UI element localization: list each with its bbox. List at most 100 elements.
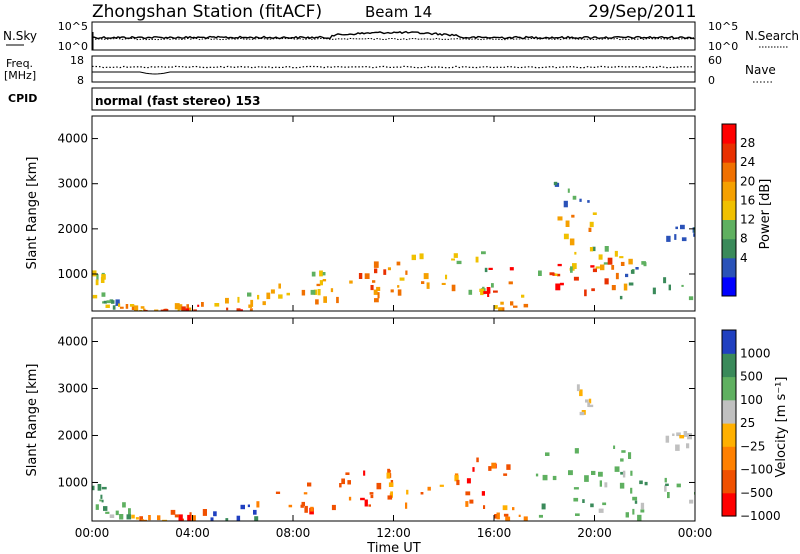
heatmap-cell [604, 482, 608, 488]
heatmap-cell [494, 305, 498, 309]
heatmap-cell [319, 280, 323, 286]
heatmap-cell [498, 307, 503, 311]
heatmap-cell [139, 516, 143, 521]
heatmap-cell [508, 281, 513, 285]
heatmap-cell [97, 484, 102, 491]
heatmap-cell [301, 289, 306, 296]
heatmap-cell [523, 516, 528, 521]
heatmap-cell [249, 308, 253, 311]
power-colorbar-label: Power [dB] [758, 179, 773, 250]
date-label: 29/Sep/2011 [588, 2, 696, 22]
heatmap-cell [676, 483, 681, 488]
heatmap-cell [588, 227, 592, 232]
heatmap-cell [579, 389, 583, 397]
power-ylabel: Slant Range [km] [25, 157, 40, 270]
heatmap-cell [253, 509, 257, 515]
heatmap-cell [225, 297, 229, 304]
heatmap-cell [304, 505, 308, 513]
heatmap-cell [388, 469, 391, 473]
heatmap-cell [619, 295, 623, 300]
heatmap-cell [573, 487, 579, 490]
velocity-colorbar: 1000 500 100 25 −25 −100 −500 −1000 [721, 329, 781, 523]
heatmap-cell [109, 514, 115, 518]
heatmap-cell [387, 495, 393, 500]
heatmap-cell [372, 280, 376, 283]
heatmap-cell [509, 267, 514, 271]
heatmap-cell [119, 306, 124, 309]
heatmap-cell [611, 285, 616, 291]
heatmap-cell [679, 435, 685, 439]
heatmap-cell [178, 514, 183, 521]
time-axis: 00:00 04:00 08:00 12:00 16:00 20:00 00:00 [75, 116, 713, 540]
heatmap-cell [600, 264, 605, 271]
heatmap-cell [689, 499, 694, 504]
heatmap-cell [248, 304, 252, 308]
heatmap-cell [368, 504, 371, 507]
heatmap-cell [554, 182, 560, 187]
colorbar-segment [722, 238, 736, 259]
colorbar-tick-label: 12 [740, 213, 755, 227]
heatmap-cell [663, 277, 667, 284]
heatmap-cell [143, 309, 148, 311]
xtick-label: 04:00 [175, 526, 210, 540]
heatmap-cell [619, 256, 624, 259]
heatmap-cell [96, 274, 99, 281]
heatmap-cell [300, 504, 304, 508]
heatmap-cell [288, 504, 293, 508]
heatmap-cell [602, 502, 607, 506]
heatmap-cell [247, 292, 252, 297]
heatmap-cell [405, 502, 408, 509]
heatmap-cell [512, 507, 515, 511]
heatmap-cell [313, 289, 318, 295]
colorbar-tick-label: 500 [740, 370, 763, 384]
heatmap-cell [92, 485, 95, 491]
heatmap-cell [468, 289, 473, 295]
xtick-label: 00:00 [678, 526, 713, 540]
heatmap-cell [598, 508, 604, 513]
heatmap-cell [472, 467, 475, 472]
heatmap-cell [456, 260, 462, 265]
heatmap-cell [189, 512, 192, 516]
heatmap-cell [270, 289, 275, 294]
heatmap-cell [174, 303, 180, 310]
colorbar-tick-label: −25 [740, 439, 765, 453]
heatmap-cell [567, 188, 570, 193]
heatmap-cell [101, 274, 106, 280]
power-panel: 4000 3000 2000 1000 Slant Range [km] 28 24 20… [25, 115, 773, 312]
heatmap-cell [680, 224, 685, 230]
heatmap-cell [103, 300, 107, 304]
heatmap-cell [185, 308, 190, 311]
heatmap-cell [95, 504, 99, 510]
heatmap-cell [390, 289, 394, 293]
heatmap-cell [454, 475, 459, 482]
heatmap-cell [579, 198, 582, 202]
heatmap-cell [129, 304, 135, 307]
heatmap-cell [652, 287, 656, 295]
heatmap-cell [370, 495, 374, 499]
colorbar-tick-label: −500 [740, 486, 773, 500]
heatmap-cell [483, 505, 486, 509]
colorbar-segment [722, 181, 736, 201]
heatmap-cell [105, 511, 110, 514]
heatmap-cell [396, 261, 401, 266]
heatmap-cell [286, 292, 290, 296]
heatmap-cell [119, 514, 124, 520]
colorbar-segment [722, 423, 736, 447]
heatmap-cell [122, 502, 126, 508]
heatmap-cell [387, 267, 391, 271]
colorbar-tick-label: −100 [740, 463, 773, 477]
heatmap-cell [681, 237, 687, 242]
time-axis-label: Time UT [366, 541, 420, 554]
heatmap-cell [160, 309, 164, 311]
heatmap-cell [692, 227, 695, 233]
heatmap-cell [101, 499, 104, 503]
heatmap-cell [574, 251, 577, 255]
heatmap-cell [411, 254, 416, 261]
heatmap-cell [316, 283, 321, 287]
heatmap-cell [331, 504, 336, 511]
heatmap-cell [262, 301, 266, 306]
heatmap-cell [439, 484, 444, 487]
heatmap-cell [630, 487, 633, 494]
heatmap-cell [588, 398, 592, 404]
